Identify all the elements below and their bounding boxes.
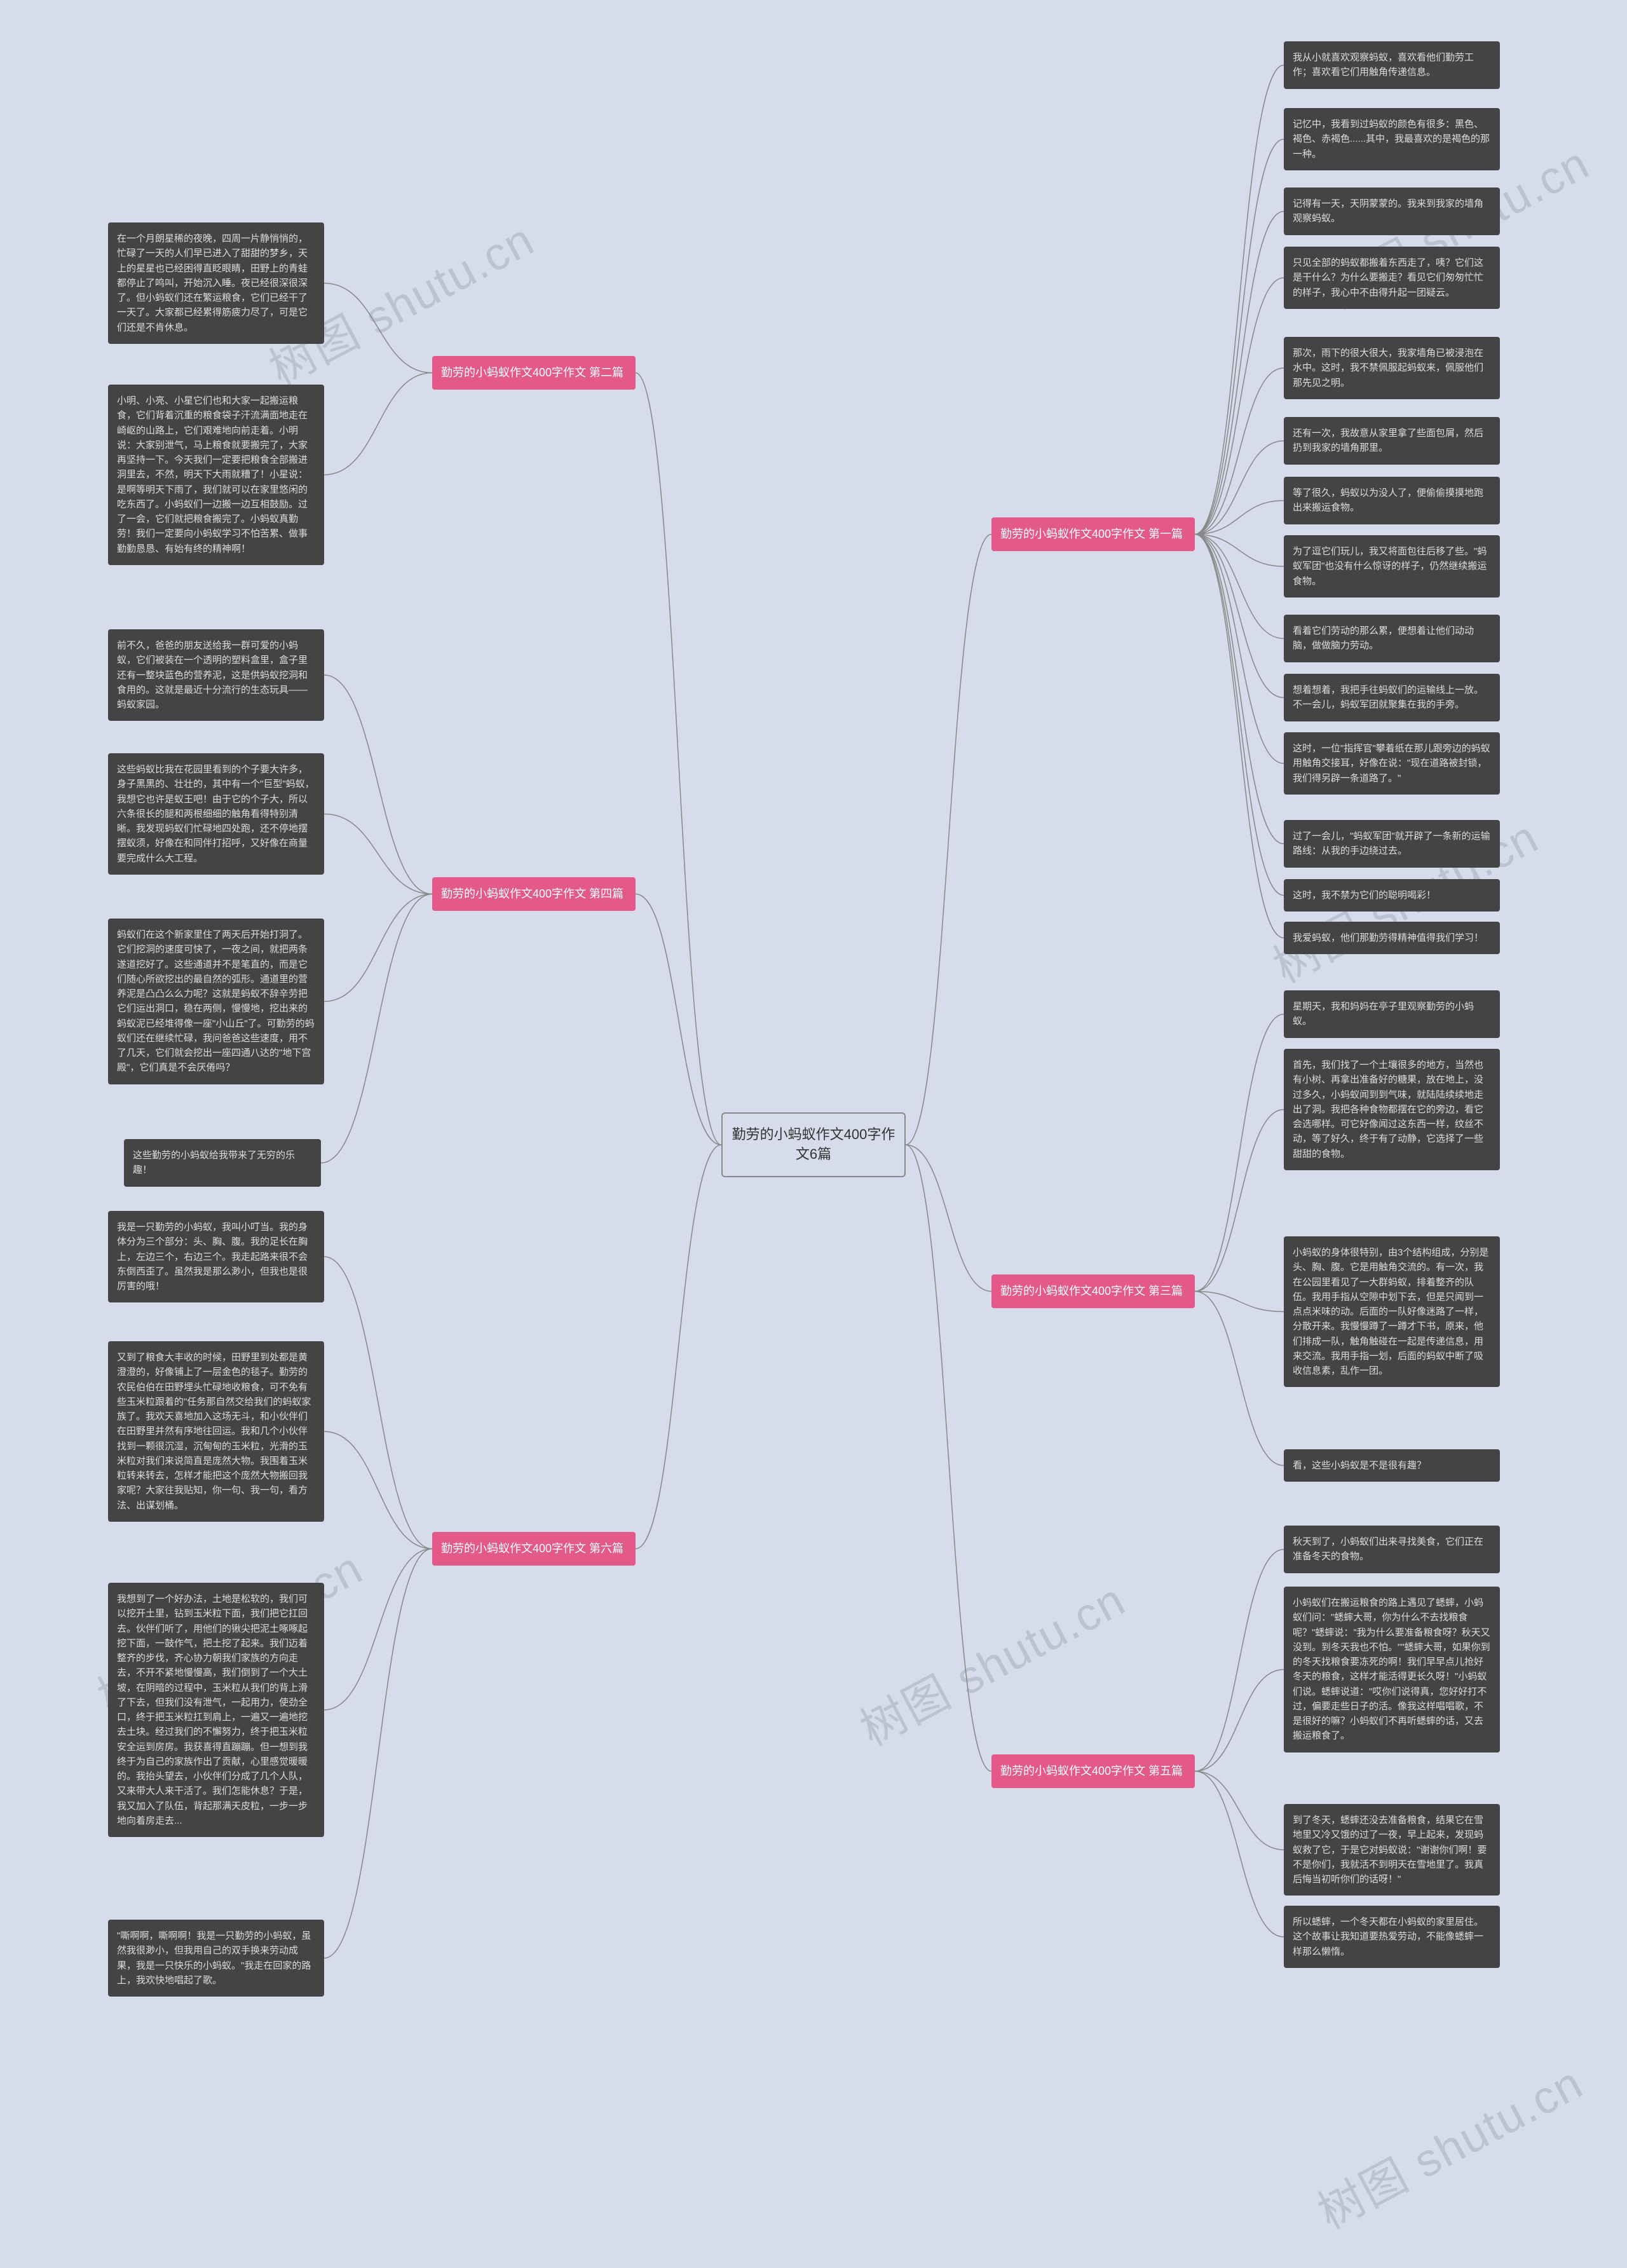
leaf-node: 这时，我不禁为它们的聪明喝彩！ bbox=[1284, 879, 1500, 912]
branch-node: 勤劳的小蚂蚁作文400字作文 第二篇 bbox=[432, 356, 636, 390]
leaf-node: 看着它们劳动的那么累，便想着让他们动动脑，做做脑力劳动。 bbox=[1284, 615, 1500, 662]
leaf-node: 这时，一位"指挥官"攀着纸在那儿跟旁边的蚂蚁用触角交接耳，好像在说："现在道路被… bbox=[1284, 732, 1500, 795]
leaf-node: 又到了粮食大丰收的时候，田野里到处都是黄澄澄的，好像铺上了一层金色的毯子。勤劳的… bbox=[108, 1341, 324, 1522]
leaf-node: 我从小就喜欢观察蚂蚁，喜欢看他们勤劳工作；喜欢看它们用触角传递信息。 bbox=[1284, 41, 1500, 89]
leaf-node: 前不久，爸爸的朋友送给我一群可爱的小蚂蚁，它们被装在一个透明的塑料盒里，盒子里还… bbox=[108, 629, 324, 721]
branch-node: 勤劳的小蚂蚁作文400字作文 第四篇 bbox=[432, 877, 636, 911]
leaf-node: 秋天到了，小蚂蚁们出来寻找美食，它们正在准备冬天的食物。 bbox=[1284, 1526, 1500, 1573]
leaf-node: 只见全部的蚂蚁都搬着东西走了，咦？它们这是干什么？为什么要搬走？看见它们匆匆忙忙… bbox=[1284, 247, 1500, 309]
leaf-node: 我想到了一个好办法，土地是松软的，我们可以挖开土里，钻到玉米粒下面，我们把它扛回… bbox=[108, 1583, 324, 1837]
center-label: 勤劳的小蚂蚁作文400字作文6篇 bbox=[732, 1126, 895, 1162]
leaf-node: 为了逗它们玩儿，我又将面包往后移了些。"蚂蚁军团"也没有什么惊讶的样子，仍然继续… bbox=[1284, 535, 1500, 598]
leaf-node: 还有一次，我故意从家里拿了些面包屑，然后扔到我家的墙角那里。 bbox=[1284, 417, 1500, 465]
leaf-node: 小明、小亮、小星它们也和大家一起搬运粮食，它们背着沉重的粮食袋子汗流满面地走在崎… bbox=[108, 385, 324, 565]
leaf-node: 这些蚂蚁比我在花园里看到的个子要大许多，身子黑黑的、壮壮的，其中有一个"巨型"蚂… bbox=[108, 753, 324, 875]
leaf-node: 所以蟋蟀，一个冬天都在小蚂蚁的家里居住。这个故事让我知道要热爱劳动，不能像蟋蟀一… bbox=[1284, 1906, 1500, 1968]
branch-node: 勤劳的小蚂蚁作文400字作文 第三篇 bbox=[991, 1274, 1195, 1308]
leaf-node: 这些勤劳的小蚂蚁给我带来了无穷的乐趣！ bbox=[124, 1139, 321, 1187]
leaf-node: 蚂蚁们在这个新家里住了两天后开始打洞了。它们挖洞的速度可快了，一夜之间，就把两条… bbox=[108, 919, 324, 1084]
leaf-node: 小蚂蚁们在搬运粮食的路上遇见了蟋蟀，小蚂蚁们问："蟋蟀大哥，你为什么不去找粮食呢… bbox=[1284, 1587, 1500, 1752]
leaf-node: 过了一会儿，"蚂蚁军团"就开辟了一条新的运输路线：从我的手边绕过去。 bbox=[1284, 820, 1500, 868]
leaf-node: 那次，雨下的很大很大，我家墙角已被浸泡在水中。这时，我不禁佩服起蚂蚁来，佩服他们… bbox=[1284, 337, 1500, 399]
branch-node: 勤劳的小蚂蚁作文400字作文 第一篇 bbox=[991, 517, 1195, 551]
leaf-node: 等了很久，蚂蚁以为没人了，便偷偷摸摸地跑出来搬运食物。 bbox=[1284, 477, 1500, 524]
leaf-node: 在一个月朗星稀的夜晚，四周一片静悄悄的，忙碌了一天的人们早已进入了甜甜的梦乡，天… bbox=[108, 222, 324, 344]
leaf-node: 记忆中，我看到过蚂蚁的颜色有很多：黑色、褐色、赤褐色......其中，我最喜欢的… bbox=[1284, 108, 1500, 170]
leaf-node: 星期天，我和妈妈在亭子里观察勤劳的小蚂蚁。 bbox=[1284, 990, 1500, 1038]
leaf-node: 看，这些小蚂蚁是不是很有趣？ bbox=[1284, 1449, 1500, 1482]
leaf-node: 我爱蚂蚁，他们那勤劳得精神值得我们学习！ bbox=[1284, 922, 1500, 954]
leaf-node: "嘶啊啊，嘶啊啊！我是一只勤劳的小蚂蚁，虽然我很渺小，但我用自己的双手换来劳动成… bbox=[108, 1920, 324, 1997]
leaf-node: 我是一只勤劳的小蚂蚁，我叫小叮当。我的身体分为三个部分：头、胸、腹。我的足长在胸… bbox=[108, 1211, 324, 1302]
leaf-node: 记得有一天，天阴蒙蒙的。我来到我家的墙角观察蚂蚁。 bbox=[1284, 188, 1500, 235]
leaf-node: 小蚂蚁的身体很特别，由3个结构组成，分别是头、胸、腹。它是用触角交流的。有一次，… bbox=[1284, 1236, 1500, 1387]
leaf-node: 到了冬天，蟋蟀还没去准备粮食，结果它在雪地里又冷又饿的过了一夜，早上起来，发现蚂… bbox=[1284, 1804, 1500, 1896]
leaf-node: 首先，我们找了一个土壤很多的地方，当然也有小树、再拿出准备好的糖果，放在地上，没… bbox=[1284, 1049, 1500, 1170]
leaf-node: 想着想着，我把手往蚂蚁们的运输线上一放。不一会儿，蚂蚁军团就聚集在我的手旁。 bbox=[1284, 674, 1500, 721]
branch-node: 勤劳的小蚂蚁作文400字作文 第五篇 bbox=[991, 1754, 1195, 1788]
mindmap-center-node: 勤劳的小蚂蚁作文400字作文6篇 bbox=[721, 1112, 906, 1177]
watermark-text: 树图 shutu.cn bbox=[1304, 2046, 1593, 2242]
watermark-text: 树图 shutu.cn bbox=[847, 1563, 1135, 1759]
branch-node: 勤劳的小蚂蚁作文400字作文 第六篇 bbox=[432, 1532, 636, 1566]
